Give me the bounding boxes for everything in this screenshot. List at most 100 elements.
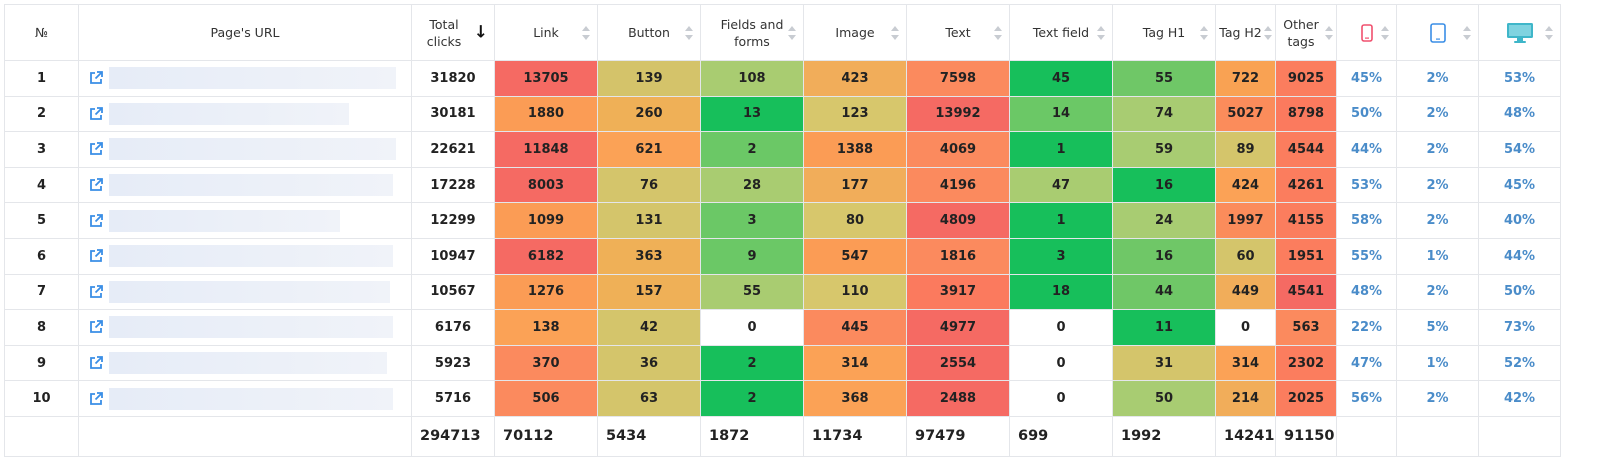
row-total-clicks: 10567 <box>411 273 495 311</box>
url-redacted-bar[interactable] <box>109 138 396 161</box>
external-link-icon[interactable] <box>89 142 103 156</box>
row-total-clicks: 17228 <box>411 166 495 204</box>
row-url <box>78 95 412 133</box>
tablet-icon <box>1429 22 1446 43</box>
sort-icon[interactable] <box>1200 25 1208 40</box>
row-button-clicks: 363 <box>597 237 701 275</box>
arrow-down-icon[interactable]: ↓ <box>473 22 488 42</box>
col-header-text-field[interactable]: Text field <box>1009 4 1113 61</box>
row-number: 2 <box>4 95 79 133</box>
row-number: 7 <box>4 273 79 311</box>
table-row: 1 31820 13705 139 108 423 7598 45 55 722 9025 45% 2%… <box>4 60 1561 97</box>
row-button-clicks: 42 <box>597 309 701 346</box>
totals-text-field: 699 <box>1009 415 1113 457</box>
row-mobile-share: 48% <box>1336 273 1397 311</box>
sort-icon[interactable] <box>582 25 590 40</box>
url-redacted-bar[interactable] <box>109 387 393 410</box>
row-mobile-share: 55% <box>1336 237 1397 275</box>
row-other-tags-clicks: 4541 <box>1275 273 1337 311</box>
col-header-total-clicks[interactable]: Total clicks ↓ <box>411 4 495 61</box>
col-header-image[interactable]: Image <box>803 4 907 61</box>
row-text-field-clicks: 45 <box>1009 60 1113 97</box>
row-url <box>78 237 412 275</box>
col-header-other-tags[interactable]: Other tags <box>1275 4 1337 61</box>
row-total-clicks: 12299 <box>411 202 495 239</box>
row-number: 5 <box>4 202 79 239</box>
col-header-url: Page's URL <box>78 4 412 61</box>
external-link-icon[interactable] <box>89 391 103 406</box>
row-mobile-share: 56% <box>1336 380 1397 417</box>
row-image-clicks: 177 <box>803 166 907 204</box>
url-redacted-bar[interactable] <box>109 209 340 232</box>
row-mobile-share: 44% <box>1336 131 1397 168</box>
col-header-mobile[interactable] <box>1336 4 1397 61</box>
row-image-clicks: 547 <box>803 237 907 275</box>
header-row: № Page's URL Total clicks ↓ Link Button F… <box>4 4 1561 61</box>
url-redacted-bar[interactable] <box>109 102 349 125</box>
col-header-link[interactable]: Link <box>494 4 598 61</box>
url-redacted-bar[interactable] <box>109 316 393 339</box>
totals-fields: 1872 <box>700 415 804 457</box>
table-row: 2 30181 1880 260 13 123 13992 14 74 5027 8798 50% 2%… <box>4 95 1561 133</box>
totals-empty-mobile <box>1336 415 1397 457</box>
col-header-number-label: № <box>34 25 48 40</box>
totals-tag-h2: 14241 <box>1215 415 1276 457</box>
row-desktop-share: 50% <box>1478 273 1561 311</box>
row-link-clicks: 6182 <box>494 237 598 275</box>
row-desktop-share: 52% <box>1478 344 1561 382</box>
col-header-total-label: Total clicks <box>426 16 462 49</box>
row-tablet-share: 2% <box>1396 131 1479 168</box>
row-tablet-share: 2% <box>1396 95 1479 133</box>
col-header-number: № <box>4 4 79 61</box>
external-link-icon[interactable] <box>89 284 103 299</box>
row-tag-h2-clicks: 214 <box>1215 380 1276 417</box>
col-header-button[interactable]: Button <box>597 4 701 61</box>
row-image-clicks: 314 <box>803 344 907 382</box>
row-link-clicks: 1276 <box>494 273 598 311</box>
col-header-fields[interactable]: Fields and forms <box>700 4 804 61</box>
sort-icon[interactable] <box>685 25 693 40</box>
desktop-monitor-icon <box>1506 22 1533 43</box>
sort-icon[interactable] <box>1381 25 1389 40</box>
sort-icon[interactable] <box>1097 25 1105 40</box>
row-total-clicks: 6176 <box>411 309 495 346</box>
sort-icon[interactable] <box>1463 25 1471 40</box>
row-other-tags-clicks: 1951 <box>1275 237 1337 275</box>
sort-icon[interactable] <box>1264 25 1272 40</box>
col-header-tablet[interactable] <box>1396 4 1479 61</box>
external-link-icon[interactable] <box>89 320 103 334</box>
row-tag-h2-clicks: 722 <box>1215 60 1276 97</box>
url-redacted-bar[interactable] <box>109 352 387 375</box>
external-link-icon[interactable] <box>89 106 103 121</box>
sort-icon[interactable] <box>1545 25 1553 40</box>
col-header-tag-h1[interactable]: Tag H1 <box>1112 4 1216 61</box>
totals-row: 294713 70112 5434 1872 11734 97479 699 1… <box>4 415 1561 457</box>
table-row: 9 5923 370 36 2 314 2554 0 31 314 2302 47% 1% 52% <box>4 344 1561 382</box>
col-header-desktop[interactable] <box>1478 4 1561 61</box>
sort-icon[interactable] <box>1325 25 1333 40</box>
col-header-text-field-label: Text field <box>1032 25 1090 40</box>
external-link-icon[interactable] <box>89 178 103 192</box>
external-link-icon[interactable] <box>89 249 103 263</box>
row-other-tags-clicks: 4261 <box>1275 166 1337 204</box>
row-text-field-clicks: 14 <box>1009 95 1113 133</box>
col-header-text[interactable]: Text <box>906 4 1010 61</box>
row-image-clicks: 123 <box>803 95 907 133</box>
row-tag-h1-clicks: 50 <box>1112 380 1216 417</box>
sort-icon[interactable] <box>994 25 1002 40</box>
url-redacted-bar[interactable] <box>109 174 393 197</box>
external-link-icon[interactable] <box>89 356 103 370</box>
col-header-tag-h2[interactable]: Tag H2 <box>1215 4 1276 61</box>
url-redacted-bar[interactable] <box>109 245 393 268</box>
sort-icon[interactable] <box>788 25 796 40</box>
row-total-clicks: 5716 <box>411 380 495 417</box>
row-total-clicks: 30181 <box>411 95 495 133</box>
external-link-icon[interactable] <box>89 213 103 228</box>
row-url <box>78 273 412 311</box>
sort-icon[interactable] <box>891 25 899 40</box>
url-redacted-bar[interactable] <box>109 280 390 303</box>
external-link-icon[interactable] <box>89 71 103 85</box>
url-redacted-bar[interactable] <box>109 67 396 90</box>
row-tag-h1-clicks: 74 <box>1112 95 1216 133</box>
row-desktop-share: 42% <box>1478 380 1561 417</box>
